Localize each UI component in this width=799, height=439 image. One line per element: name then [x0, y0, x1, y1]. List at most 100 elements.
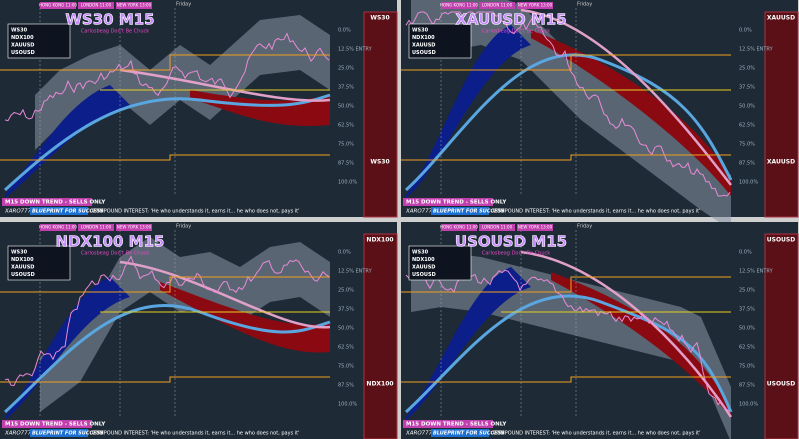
watch-symbol: XAUUSD	[11, 265, 34, 271]
fib-level: 87.5%	[338, 383, 354, 389]
price-line	[4, 32, 330, 122]
fib-level: 75.0%	[739, 142, 755, 148]
session-label: HONG KONG 11:00	[39, 3, 77, 8]
session-box	[78, 224, 114, 231]
watch-symbol: WS30	[412, 28, 429, 34]
info-symbol: USOUSD	[767, 237, 795, 244]
fib-level: 87.5%	[338, 161, 354, 167]
fib-level: 12.5% ENTRY	[338, 47, 373, 53]
range-line	[0, 376, 330, 383]
info-symbol-lower: WS30	[370, 159, 389, 166]
blueprint-box	[30, 207, 88, 215]
fib-level: 100.0%	[338, 402, 357, 408]
session-box	[116, 224, 152, 231]
session-box	[116, 2, 152, 9]
watch-symbol: NDX100	[412, 35, 435, 41]
day-label: Friday	[176, 2, 191, 8]
info-symbol-lower: NDX100	[366, 381, 393, 388]
moving-average	[404, 53, 733, 192]
moving-average-pink	[520, 250, 733, 418]
fib-level: 37.5%	[739, 85, 755, 91]
session-box	[40, 224, 76, 231]
session-label: NEW YORK 13:00	[117, 225, 152, 230]
trend-text: M15 DOWN TREND - SELLS ONLY	[406, 200, 507, 206]
range-line	[401, 376, 731, 383]
moving-average-pink	[119, 260, 331, 329]
fib-level: 12.5% ENTRY	[338, 269, 373, 275]
session-box	[441, 224, 477, 231]
trend-ribbon	[190, 90, 330, 126]
fib-level: 0.0%	[739, 250, 752, 256]
fib-level: 25.0%	[338, 288, 354, 294]
quote-text: COMPOUND INTEREST: 'He who understands i…	[92, 431, 300, 437]
fib-level: 37.5%	[739, 307, 755, 313]
info-box	[363, 11, 398, 218]
fib-level: 0.0%	[338, 28, 351, 34]
chart-subtitle: Carlosbeag Don't Be Chuck	[482, 251, 550, 257]
price-line	[405, 11, 731, 197]
watch-symbol: XAUUSD	[412, 265, 435, 271]
watermark: XARO777	[4, 209, 32, 215]
fib-level: 75.0%	[338, 142, 354, 148]
watch-symbol: WS30	[11, 28, 28, 34]
fib-level: 25.0%	[739, 288, 755, 294]
chart-subtitle: Carlosbeag Don't Be Chuck	[81, 29, 149, 35]
day-label: Friday	[577, 224, 592, 230]
range-line	[401, 276, 731, 293]
fib-level: 50.0%	[739, 104, 755, 110]
session-label: HONG KONG 11:00	[440, 3, 478, 8]
blueprint-box	[30, 429, 88, 437]
fib-level: 100.0%	[739, 180, 758, 186]
watch-table	[7, 23, 71, 59]
range-cloud	[35, 15, 330, 150]
fib-level: 12.5% ENTRY	[739, 269, 774, 275]
fib-level: 87.5%	[739, 383, 755, 389]
blueprint-text: BLUEPRINT FOR SUCCESS	[32, 431, 104, 437]
panel: XAUUSD XAUUSD HONG KONG 11:00 LONDON 11:00 N…	[401, 0, 799, 230]
session-box	[517, 224, 553, 231]
trend-text: M15 DOWN TREND - SELLS ONLY	[5, 200, 106, 206]
fib-level: 100.0%	[739, 402, 758, 408]
trend-ribbon	[160, 282, 330, 353]
moving-average	[3, 93, 331, 192]
session-box	[479, 2, 515, 9]
fib-level: 62.5%	[338, 123, 354, 129]
fib-level: 37.5%	[338, 85, 354, 91]
trend-ribbon	[551, 272, 731, 418]
range-line	[401, 54, 731, 71]
fib-level: 50.0%	[739, 326, 755, 332]
fib-level: 12.5% ENTRY	[739, 47, 774, 53]
day-label: Friday	[577, 2, 592, 8]
chart-title: USOUSD M15	[455, 233, 567, 251]
session-box	[517, 2, 553, 9]
watch-table	[408, 23, 472, 59]
blueprint-text: BLUEPRINT FOR SUCCESS	[433, 431, 505, 437]
info-symbol: NDX100	[366, 237, 393, 244]
day-label: Friday	[176, 224, 191, 230]
range-line	[0, 154, 330, 161]
fib-level: 87.5%	[739, 161, 755, 167]
watch-symbol: XAUUSD	[412, 43, 435, 49]
chart-title: XAUUSD M15	[455, 11, 566, 29]
info-box	[764, 11, 799, 218]
fib-level: 0.0%	[338, 250, 351, 256]
moving-average-pink	[520, 8, 732, 186]
fib-level: 50.0%	[338, 104, 354, 110]
moving-average	[3, 304, 331, 414]
fib-level: 25.0%	[338, 66, 354, 72]
fib-level: 62.5%	[739, 123, 755, 129]
watch-symbol: NDX100	[11, 35, 34, 41]
session-label: NEW YORK 13:00	[518, 3, 553, 8]
trend-area	[406, 25, 531, 198]
watch-symbol: USOUSD	[11, 50, 35, 56]
blueprint-box	[431, 429, 489, 437]
session-label: LONDON 11:00	[81, 3, 112, 8]
fib-level: 75.0%	[338, 364, 354, 370]
chart-subtitle: Carlosbeag Don't Be Chuck	[482, 29, 550, 35]
watch-symbol: USOUSD	[11, 272, 35, 278]
session-box	[78, 2, 114, 9]
panel: USOUSD USOUSD HONG KONG 11:00 LONDON 11:00 N…	[401, 222, 799, 439]
session-box	[479, 224, 515, 231]
info-box	[363, 233, 398, 439]
session-box	[40, 2, 76, 9]
